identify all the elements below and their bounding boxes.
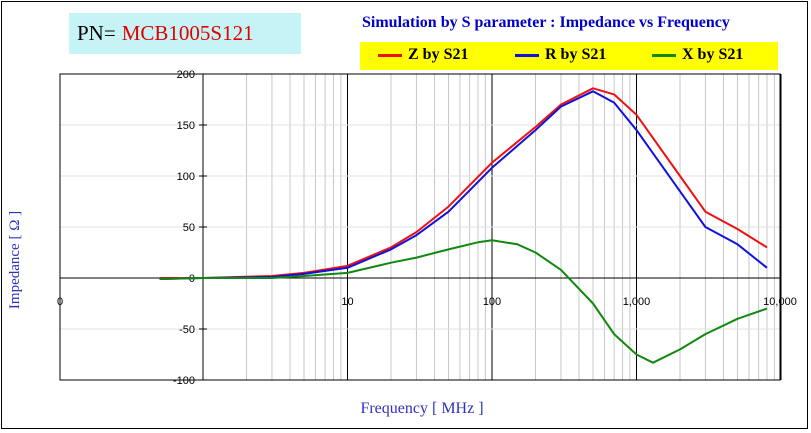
x-axis-label: Frequency [ MHz ] — [360, 400, 484, 417]
legend-label-z: Z by S21 — [408, 46, 469, 63]
legend: Z by S21 R by S21 X by S21 — [360, 42, 778, 70]
x-tick-label: 100 — [483, 296, 501, 308]
x-tick-label: 0 — [57, 296, 63, 308]
plot-border — [59, 73, 781, 381]
legend-item-r: R by S21 — [515, 46, 606, 64]
y-axis-label: Impedance [ Ω ] — [7, 210, 23, 310]
x-series-line — [159, 239, 768, 364]
legend-label-r: R by S21 — [545, 46, 607, 63]
x-tick-label: 10,000 — [763, 296, 797, 308]
x-tick-label: 1,000 — [623, 296, 651, 308]
y-tick-label: 50 — [183, 222, 195, 234]
r-series-line — [159, 90, 768, 280]
legend-swatch-z — [378, 53, 402, 57]
part-number-value: MCB1005S121 — [121, 21, 254, 45]
y-tick-label: 100 — [177, 171, 195, 183]
legend-label-x: X by S21 — [682, 46, 744, 63]
x-tick-label: 10 — [341, 296, 353, 308]
chart-title: Simulation by S parameter : Impedance vs… — [362, 14, 730, 31]
part-number-label: PN= — [77, 21, 116, 45]
legend-swatch-r — [515, 53, 539, 57]
y-tick-label: 200 — [177, 69, 195, 81]
z-series-line — [159, 87, 768, 279]
part-number-box: PN= MCB1005S121 — [69, 13, 301, 54]
legend-swatch-x — [652, 53, 676, 57]
y-tick-label: -50 — [179, 324, 195, 336]
legend-item-x: X by S21 — [652, 46, 743, 64]
y-tick-label: -100 — [173, 375, 195, 387]
legend-item-z: Z by S21 — [378, 46, 468, 64]
y-tick-label: 150 — [177, 120, 195, 132]
